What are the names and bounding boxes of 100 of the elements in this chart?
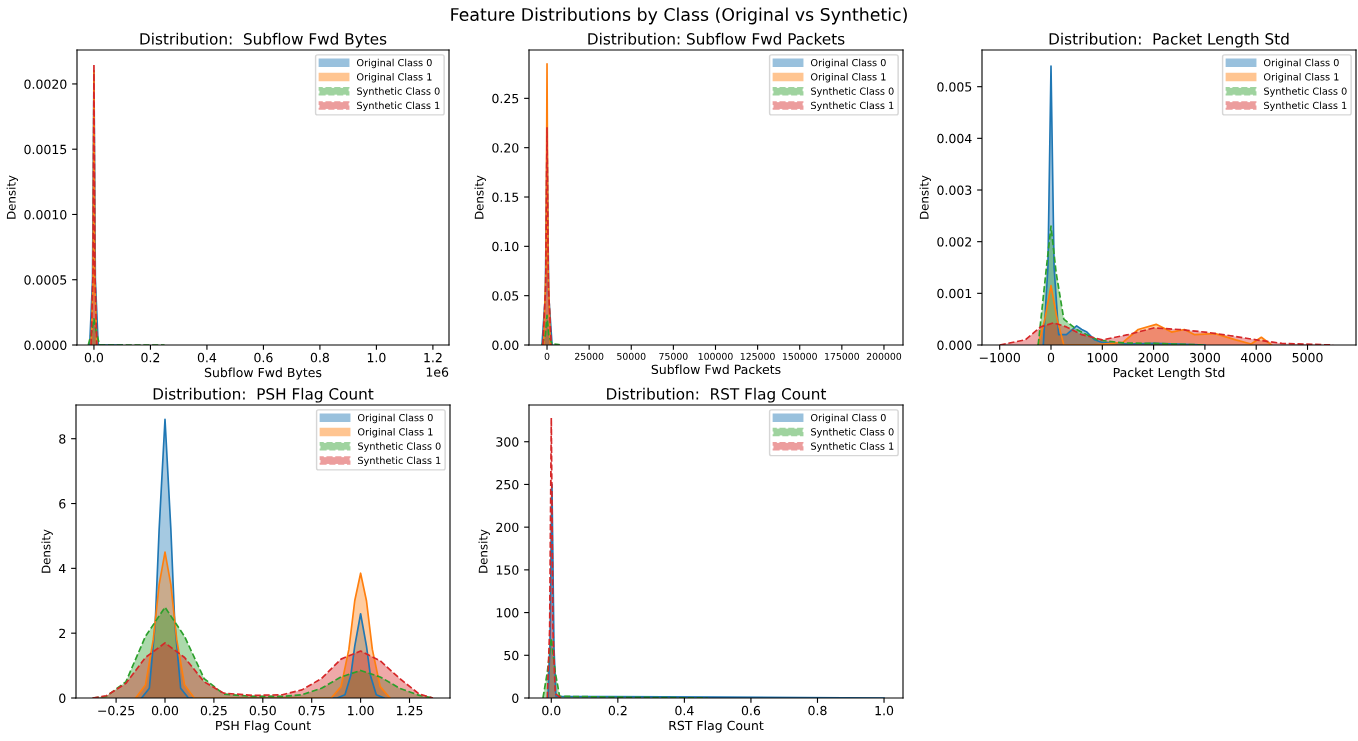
legend-label: Synthetic Class 0 [811,428,894,438]
text: Feature Distributions by Class (Original vs Synthetic) [451,7,907,25]
legend-label: Synthetic Class 1 [1264,101,1347,111]
legend-label: Synthetic Class 1 [357,101,440,111]
legend-label: Synthetic Class 0 [358,442,441,452]
x-tick-label: 0.8 [808,705,827,716]
y-tick-label: 0.20 [492,143,519,153]
x-tick-label: 5000 [1292,352,1323,363]
y-tick-label: 0.15 [492,192,519,202]
legend-label: Synthetic Class 0 [357,87,440,97]
y-tick-label: 200 [496,522,519,533]
y-tick-label: 0 [512,693,519,703]
y-tick-label: 8 [59,434,66,444]
x-axis-title: Subflow Fwd Packets [651,364,781,375]
y-axis-title: Density [41,529,53,573]
y-tick-label: 0.25 [492,93,519,104]
x-tick-label: 0.50 [249,705,276,716]
x-tick-label: 0.25 [200,705,227,716]
x-tick-label: 0.2 [141,352,160,363]
legend-label: Original Class 1 [356,73,432,83]
y-tick-label: 0.003 [937,185,972,195]
y-tick-label: 0.002 [937,237,972,247]
legend-label: Synthetic Class 1 [358,456,441,466]
y-tick-label: 0.005 [937,82,972,92]
x-tick-label: 0 [1047,352,1055,363]
text: 1e6 [426,367,449,377]
x-tick-label: 150000 [782,352,817,360]
y-axis-title: Density [6,175,18,219]
y-tick-label: 250 [496,479,519,490]
y-tick-label: 150 [496,565,519,575]
x-tick-label: 0 [544,352,550,360]
x-tick-label: 200000 [866,352,902,360]
legend-label: Original Class 0 [1263,58,1339,69]
y-tick-label: 300 [496,437,519,447]
y-tick-label: 0.004 [937,133,972,144]
y-tick-label: 0.00 [492,340,519,350]
legend-label: Original Class 0 [356,58,432,69]
y-tick-label: 0.0010 [24,209,67,220]
x-tick-label: 1.0 [875,705,894,716]
legend-label: Synthetic Class 0 [811,87,894,97]
chart-title: Distribution: PSH Flag Count [153,387,374,403]
y-tick-label: 0.0015 [24,144,67,155]
y-tick-label: 0.0005 [24,275,67,285]
x-axis-title: RST Flag Count [669,720,764,733]
x-tick-label: 2000 [1138,352,1169,363]
x-axis-title: Subflow Fwd Bytes [204,367,322,380]
chart-title: Distribution: RST Flag Count [607,387,827,403]
x-tick-label: 1000 [1087,352,1118,363]
y-axis-title: Density [478,529,490,573]
legend-label: Original Class 1 [357,428,433,438]
x-tick-label: 0.75 [298,705,325,716]
y-tick-label: 0.0020 [24,79,67,89]
x-tick-label: −1000 [979,352,1021,363]
chart-title: Distribution: Subflow Fwd Bytes [140,32,387,48]
x-tick-label: 1.0 [367,352,386,363]
legend-label: Original Class 1 [1263,73,1339,83]
x-tick-label: 1.25 [396,705,423,716]
chart-title: Distribution: Packet Length Std [1049,32,1289,48]
legend-label: Synthetic Class 1 [811,101,894,111]
x-tick-label: 1.2 [424,352,442,363]
x-tick-label: 0.6 [254,352,273,363]
x-tick-label: 175000 [825,352,860,360]
y-tick-label: 0.0000 [24,340,67,350]
y-tick-label: 0.000 [937,340,972,350]
y-axis-title: Density [474,175,486,219]
y-tick-label: 0.001 [937,288,972,299]
legend-label: Synthetic Class 1 [811,442,894,452]
y-axis-title: Density [919,175,931,219]
x-tick-label: 0.4 [675,705,694,716]
legend-label: Original Class 1 [810,73,886,83]
x-axis-title: PSH Flag Count [216,720,311,733]
y-tick-label: 100 [496,608,519,618]
x-tick-label: −0.25 [98,705,135,716]
legend-label: Original Class 0 [357,413,433,424]
y-tick-label: 50 [504,650,519,661]
x-tick-label: 75000 [659,352,688,360]
x-tick-label: 0.00 [151,705,179,716]
x-tick-label: 125000 [740,352,775,360]
x-tick-label: 4000 [1240,352,1272,363]
x-tick-label: 100000 [698,352,733,360]
x-tick-label: 1.00 [348,705,374,716]
x-tick-label: 0.2 [608,705,627,716]
legend-label: Original Class 0 [810,58,886,69]
y-tick-label: 0 [59,693,66,703]
x-tick-label: 3000 [1189,352,1220,363]
y-tick-label: 4 [58,563,66,574]
legend-label: Synthetic Class 0 [1264,87,1347,97]
y-tick-label: 2 [59,628,66,638]
x-tick-label: 0.8 [310,352,329,363]
legend-label: Original Class 0 [810,413,886,424]
y-tick-label: 6 [59,499,66,509]
x-axis-title: Packet Length Std [1113,367,1225,380]
y-tick-label: 0.05 [492,291,519,301]
x-tick-label: 25000 [575,352,604,360]
x-tick-label: 0.0 [84,352,104,363]
x-tick-label: 0.0 [542,705,561,716]
x-tick-label: 50000 [617,352,646,360]
chart-title: Distribution: Subflow Fwd Packets [588,32,845,45]
x-tick-label: 0.4 [197,352,217,363]
y-tick-label: 0.10 [492,241,519,252]
